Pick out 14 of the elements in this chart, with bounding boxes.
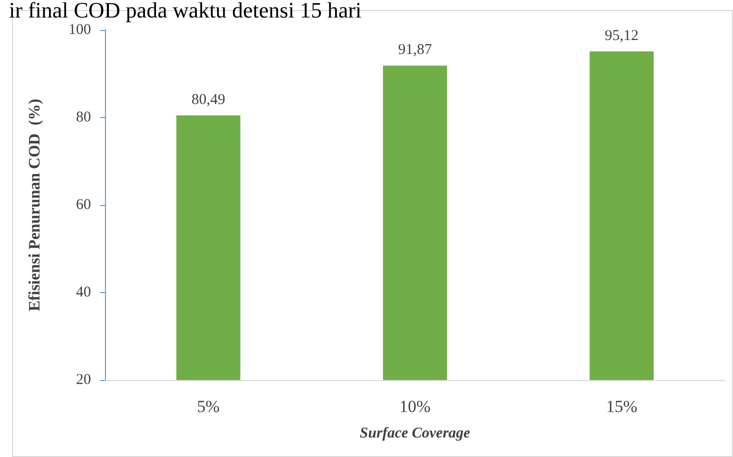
y-tick-label: 40 <box>76 284 91 300</box>
y-tick-label: 100 <box>68 22 91 38</box>
y-tick-label: 20 <box>76 372 91 388</box>
y-tick-label: 80 <box>76 110 91 126</box>
data-label: 95,12 <box>604 28 639 44</box>
y-axis-title: Efisiensi Penurunan COD (%) <box>26 98 44 312</box>
data-label: 80,49 <box>191 92 226 108</box>
x-tick-label: 10% <box>399 397 431 416</box>
x-tick-label: 15% <box>606 397 638 416</box>
x-axis-title: Surface Coverage <box>360 426 471 442</box>
data-label: 91,87 <box>398 42 432 58</box>
chart-title: ir final COD pada waktu detensi 15 hari <box>9 0 362 22</box>
x-tick-label: 5% <box>196 397 220 416</box>
y-tick-label: 60 <box>76 197 91 213</box>
